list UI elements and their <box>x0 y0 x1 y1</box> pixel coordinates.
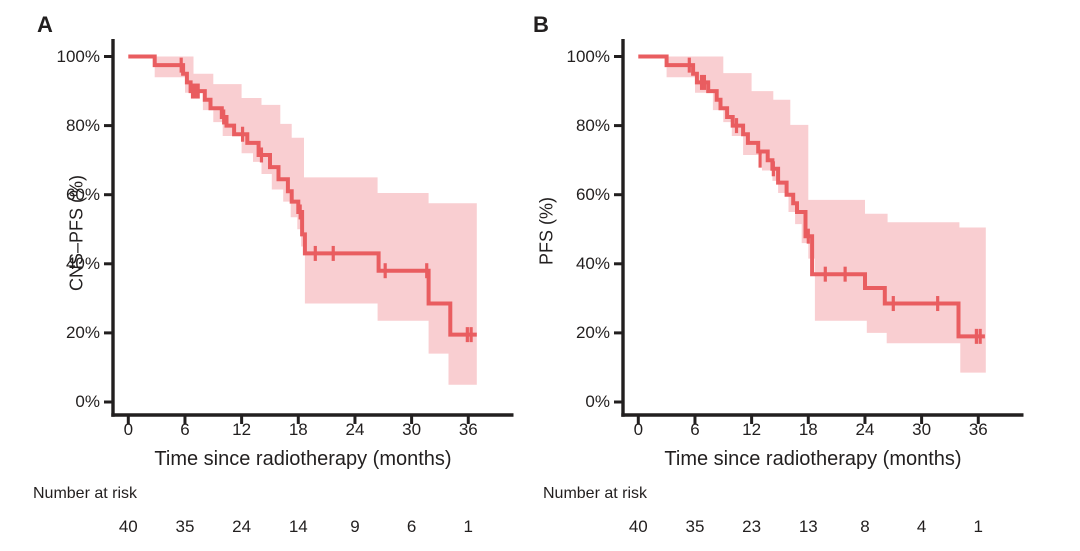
x-tick-label-B: 12 <box>742 420 762 439</box>
y-tick-label-A: 100% <box>56 46 100 66</box>
x-tick-label-B: 6 <box>690 420 700 439</box>
y-tick-label-B: 40% <box>575 253 610 273</box>
confidence-band-B <box>666 56 986 373</box>
panel-b-label: B <box>533 12 549 37</box>
x-tick-label-A: 18 <box>288 420 308 439</box>
panel-a-label: A <box>37 12 53 37</box>
x-tick-label-A: 24 <box>345 420 365 439</box>
x-tick-label-A: 12 <box>232 420 252 439</box>
y-tick-label-B: 20% <box>575 322 610 342</box>
risk-count-B: 35 <box>685 517 705 536</box>
y-tick-label-B: 60% <box>575 184 610 204</box>
risk-count-B: 40 <box>628 517 648 536</box>
panel-b-number-at-risk-title: Number at risk <box>543 485 648 502</box>
risk-count-B: 13 <box>798 517 818 536</box>
km-curve-B <box>638 54 985 339</box>
y-tick-label-A: 60% <box>65 184 100 204</box>
risk-count-B: 1 <box>973 517 984 536</box>
x-tick-label-A: 30 <box>402 420 422 439</box>
y-tick-label-A: 20% <box>65 322 100 342</box>
x-tick-label-A: 6 <box>180 420 190 439</box>
x-tick-label-B: 36 <box>968 420 988 439</box>
y-tick-label-A: 80% <box>65 115 100 135</box>
x-tick-label-B: 0 <box>633 420 644 439</box>
y-tick-label-A: 40% <box>65 253 100 273</box>
risk-count-A: 40 <box>118 517 138 536</box>
y-tick-label-B: 100% <box>566 46 610 66</box>
risk-count-B: 8 <box>860 517 870 536</box>
risk-count-A: 1 <box>463 517 474 536</box>
x-tick-label-B: 24 <box>855 420 875 439</box>
risk-count-A: 6 <box>406 517 417 536</box>
panel-b-x-axis-title: Time since radiotherapy (months) <box>664 448 962 470</box>
risk-count-B: 4 <box>916 517 927 536</box>
y-tick-label-A: 0% <box>75 392 100 411</box>
km-curve-A <box>128 54 477 337</box>
risk-count-A: 14 <box>288 517 308 536</box>
x-tick-label-A: 36 <box>458 420 478 439</box>
risk-count-A: 35 <box>175 517 195 536</box>
confidence-band-A <box>154 56 477 385</box>
risk-count-B: 23 <box>742 517 762 536</box>
risk-count-A: 9 <box>350 517 360 536</box>
x-tick-label-B: 30 <box>912 420 932 439</box>
x-tick-label-A: 0 <box>123 420 134 439</box>
risk-count-A: 24 <box>232 517 252 536</box>
x-tick-label-B: 18 <box>798 420 818 439</box>
panel-a-x-axis-title: Time since radiotherapy (months) <box>154 448 452 470</box>
y-tick-label-B: 80% <box>575 115 610 135</box>
y-tick-label-B: 0% <box>585 392 610 411</box>
panel-a-number-at-risk-title: Number at risk <box>33 485 138 502</box>
